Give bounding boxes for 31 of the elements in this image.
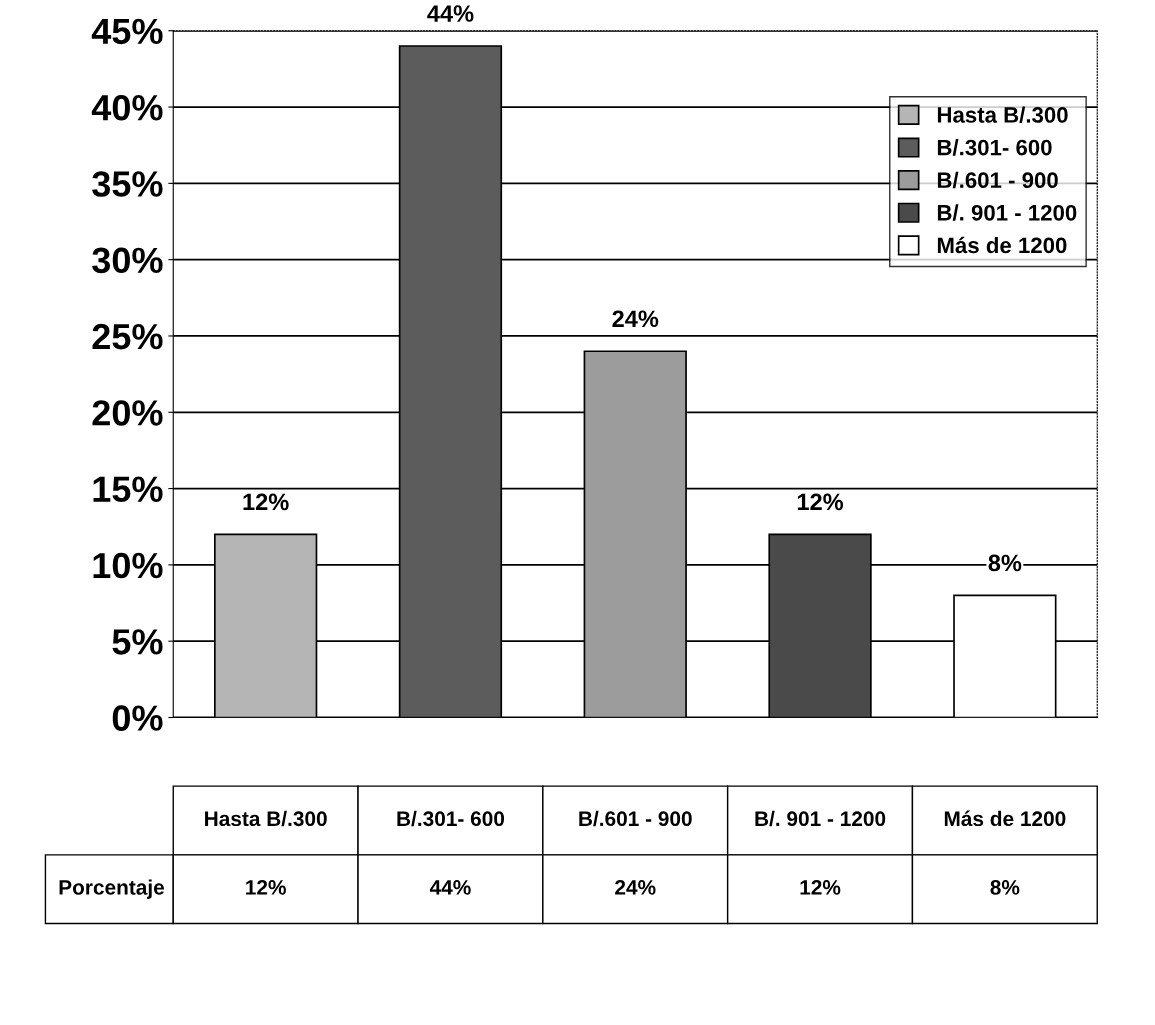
data-label: 8% bbox=[988, 554, 1022, 572]
y-tick-label: 30% bbox=[92, 247, 163, 274]
legend-label: Más de 1200 bbox=[937, 236, 1067, 254]
text: 24% bbox=[615, 880, 656, 895]
y-tick-label: 5% bbox=[112, 629, 163, 655]
y-tick-label: 15% bbox=[93, 476, 163, 503]
legend-label: B/. 901 - 1200 bbox=[937, 204, 1077, 221]
x-tick-label: Hasta B/.300 bbox=[205, 810, 327, 827]
y-tick-label: 10% bbox=[93, 552, 163, 579]
x-tick-label: B/.601 - 900 bbox=[579, 810, 692, 827]
text: 8% bbox=[990, 880, 1020, 895]
y-tick-label: 20% bbox=[92, 400, 163, 426]
data-label: 12% bbox=[243, 493, 289, 511]
data-label: 12% bbox=[797, 493, 844, 511]
y-tick-label: 45% bbox=[91, 18, 163, 45]
x-tick-label: Más de 1200 bbox=[944, 810, 1066, 827]
legend-label: Hasta B/.300 bbox=[937, 106, 1068, 124]
y-tick-label: 25% bbox=[92, 323, 163, 350]
legend-label: B/.301- 600 bbox=[937, 139, 1052, 156]
text: 12% bbox=[800, 880, 841, 895]
y-tick-label: 0% bbox=[112, 705, 163, 731]
y-tick-label: 35% bbox=[92, 171, 163, 197]
legend-label: B/.601 - 900 bbox=[937, 171, 1058, 189]
y-tick-label: 40% bbox=[91, 94, 163, 121]
x-tick-label: B/.301- 600 bbox=[397, 810, 505, 827]
text: 44% bbox=[429, 880, 471, 895]
data-label: 44% bbox=[427, 5, 474, 22]
text: Porcentaje bbox=[59, 879, 165, 899]
data-label: 24% bbox=[612, 310, 659, 328]
x-tick-label: B/. 901 - 1200 bbox=[755, 810, 886, 827]
text: 12% bbox=[246, 880, 286, 895]
